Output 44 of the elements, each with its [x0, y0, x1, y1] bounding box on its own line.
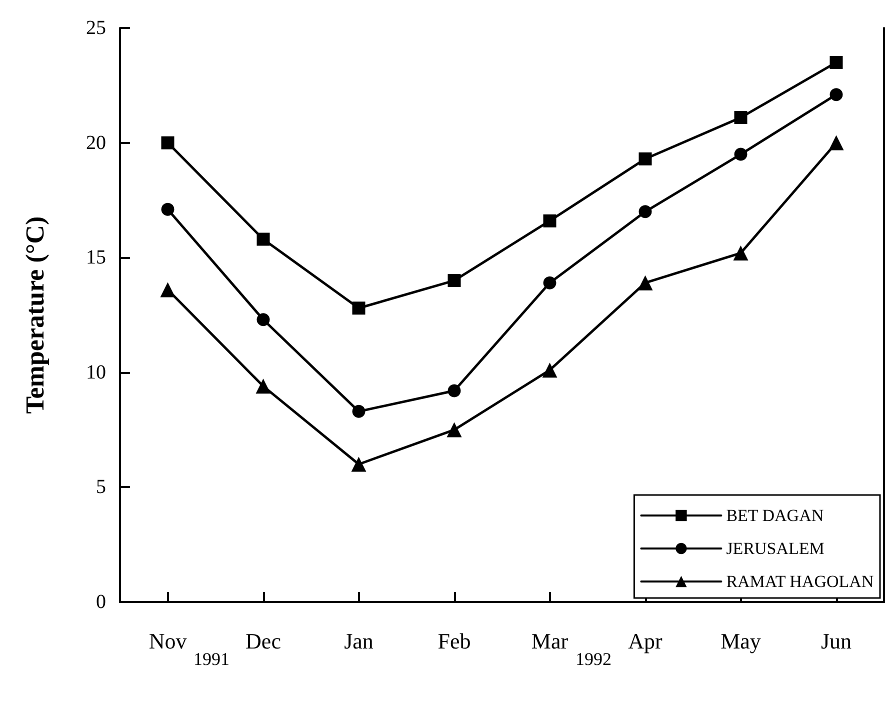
x-tick-label: Nov: [148, 628, 187, 654]
point: [161, 202, 174, 216]
x-tick-label: Apr: [628, 628, 664, 654]
y-tick-label: 15: [86, 246, 106, 269]
y-tick-label: 5: [96, 476, 106, 498]
point: [543, 276, 556, 290]
x-tick-label: Jun: [820, 628, 852, 654]
legend-label: JERUSALEM: [726, 539, 824, 558]
point: [733, 246, 748, 261]
x-tick-label: Feb: [438, 628, 471, 654]
point: [256, 232, 270, 246]
point: [160, 282, 176, 298]
point: [638, 152, 652, 166]
point: [734, 111, 748, 124]
y-axis-title: Temperature (°C): [20, 216, 50, 414]
x-tick-label: Mar: [531, 628, 569, 654]
text: 1991: [194, 649, 230, 669]
point: [161, 136, 174, 150]
point: [638, 275, 653, 290]
x-tick-label: Dec: [246, 628, 282, 654]
point: [828, 135, 844, 150]
point: [448, 384, 461, 398]
y-tick-label: 0: [96, 591, 106, 613]
y-tick-label: 10: [86, 361, 106, 384]
legend-label: BET DAGAN: [726, 506, 824, 525]
point: [830, 56, 843, 69]
x-tick-label: May: [720, 628, 761, 654]
point: [734, 148, 748, 161]
x-tick-label: Jan: [344, 628, 374, 654]
point: [830, 88, 843, 102]
point: [446, 422, 462, 438]
y-tick-label: 25: [86, 17, 106, 39]
point: [638, 205, 652, 218]
point: [542, 362, 558, 378]
point: [448, 274, 461, 288]
y-tick-label: 20: [86, 132, 106, 154]
point: [256, 313, 270, 326]
point: [352, 404, 366, 418]
legend-label: RAMAT HAGOLAN: [726, 572, 874, 591]
point: [543, 214, 556, 228]
point: [256, 378, 271, 394]
point: [351, 456, 366, 472]
point: [352, 302, 366, 315]
text: 1992: [576, 649, 612, 669]
